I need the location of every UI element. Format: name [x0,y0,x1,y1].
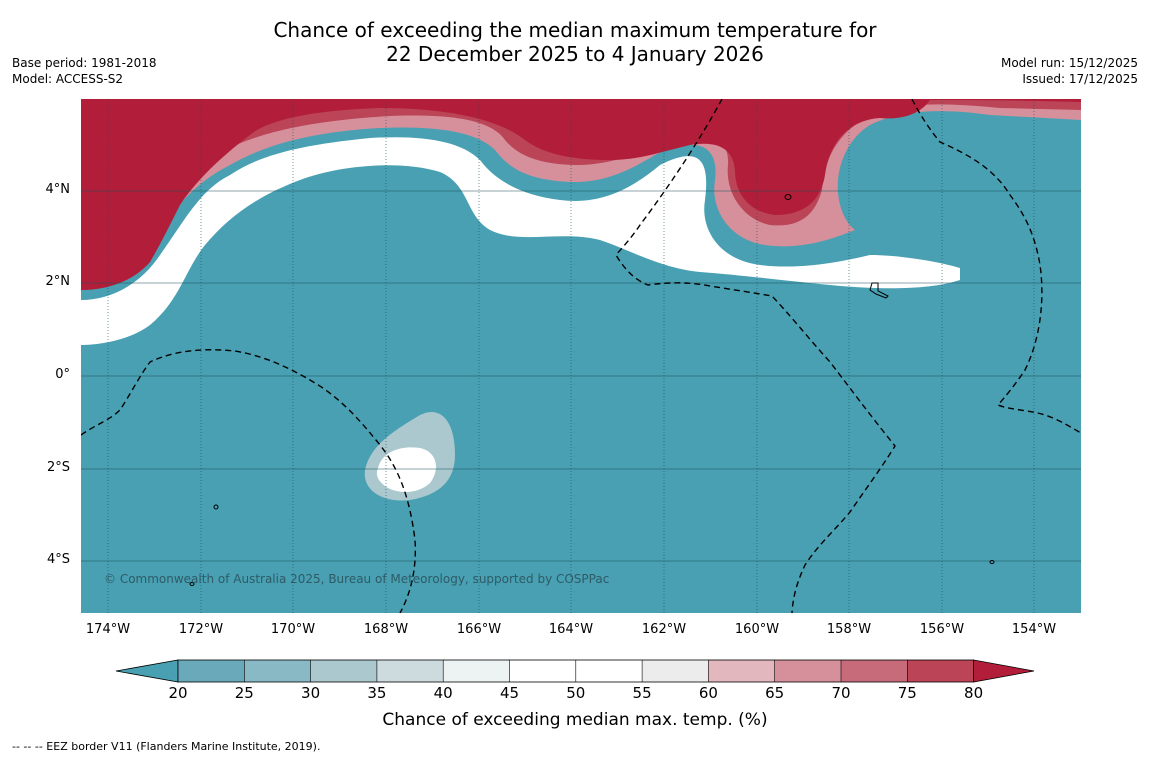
graticule [81,99,1081,613]
island-mark [869,282,889,299]
latitude-label: 2°S [46,460,70,475]
issued-date: Issued: 17/12/2025 [1022,72,1138,86]
eez-border [615,99,896,613]
colorbar-tick-label: 60 [698,684,718,702]
meta-left: Base period: 1981-2018 Model: ACCESS-S2 [12,55,157,87]
eez-border [81,349,417,613]
colorbar-extend-high [973,659,1035,683]
colorbar [115,659,1035,683]
colorbar-tick-label: 20 [168,684,188,702]
model-name: Model: ACCESS-S2 [12,72,124,86]
colorbar-segment [310,660,378,682]
island-mark [784,194,792,200]
colorbar-tick-label: 45 [499,684,520,702]
colorbar-tick-label: 25 [234,684,254,702]
colorbar-label: Chance of exceeding median max. temp. (%… [382,710,768,730]
colorbar-extend-low [115,659,179,683]
longitude-label: 172°W [178,622,224,637]
longitude-label: 154°W [1011,622,1057,637]
colorbar-tick-label: 70 [831,684,851,702]
warm-patch-south [364,411,455,501]
latitude-label: 2°N [45,274,71,289]
colorbar-segment [575,660,643,682]
island-mark [189,582,195,586]
islands [189,194,995,586]
colorbar-segment [178,660,245,682]
island-mark [989,560,995,564]
map-panel [81,99,1081,613]
colorbar-segment [907,660,975,682]
colorbar-tick-label: 30 [301,684,321,702]
colorbar-segment [376,660,444,682]
longitude-label: 162°W [641,622,687,637]
latitude-label: 4°N [45,182,71,197]
warm-region-north [81,99,1081,345]
colorbar-segment [244,660,312,682]
longitude-label: 168°W [363,622,409,637]
colorbar-tick-label: 80 [964,684,984,702]
colorbar-segment [774,660,842,682]
title-line-2: 22 December 2025 to 4 January 2026 [386,42,764,66]
longitude-label: 160°W [734,622,780,637]
longitude-label: 158°W [826,622,872,637]
colorbar-segment [708,660,776,682]
colorbar-tick-label: 75 [897,684,917,702]
colorbar-tick-label: 50 [566,684,586,702]
colorbar-tick-label: 40 [433,684,453,702]
colorbar-segment [642,660,709,682]
longitude-label: 156°W [919,622,965,637]
title-line-1: Chance of exceeding the median maximum t… [273,18,877,42]
latitude-label: 0° [55,367,70,382]
base-period: Base period: 1981-2018 [12,56,157,70]
copyright-notice: © Commonwealth of Australia 2025, Bureau… [104,572,610,586]
eez-borders [81,99,1081,613]
colorbar-tick-label: 35 [367,684,387,702]
meta-right: Model run: 15/12/2025 Issued: 17/12/2025 [1001,55,1138,87]
model-run: Model run: 15/12/2025 [1000,56,1138,70]
colorbar-segment [841,660,908,682]
island-mark [213,504,219,510]
colorbar-tick-label: 55 [632,684,652,702]
colorbar-segment [509,660,577,682]
colorbar-segment [443,660,510,682]
eez-footnote: -- -- -- EEZ border V11 (Flanders Marine… [12,740,321,753]
longitude-label: 170°W [270,622,316,637]
longitude-label: 166°W [456,622,502,637]
latitude-label: 4°S [46,552,70,567]
colorbar-tick-label: 65 [765,684,785,702]
chart-title: Chance of exceeding the median maximum t… [0,18,1150,66]
longitude-label: 164°W [548,622,594,637]
longitude-label: 174°W [85,622,131,637]
